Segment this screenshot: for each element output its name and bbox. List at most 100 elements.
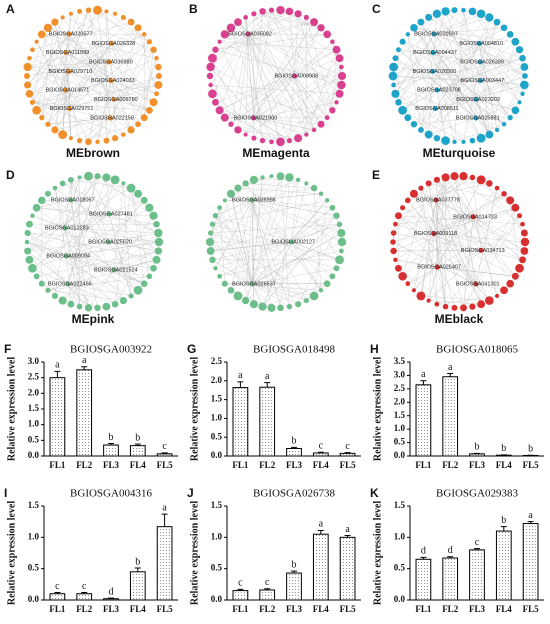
y-tick-label: 0.0 (28, 594, 40, 604)
edge (398, 49, 481, 63)
node (389, 62, 399, 72)
edge (251, 283, 272, 308)
node (286, 303, 293, 310)
edge (407, 250, 481, 284)
node (152, 255, 161, 264)
node (28, 263, 37, 273)
chart-title: BGIOSGA018498 (253, 344, 335, 356)
node-label: BGIOSGA020500 (413, 69, 457, 75)
edge (41, 11, 80, 118)
y-axis-label: Relative expression level (372, 357, 383, 461)
edge (65, 52, 157, 94)
edge (436, 176, 464, 201)
edge (113, 84, 159, 100)
node (268, 7, 275, 13)
node-label: BGIOSGA021900 (234, 115, 278, 121)
edge (454, 176, 523, 225)
edge (245, 75, 343, 135)
edge (392, 216, 474, 243)
edge (65, 227, 159, 234)
edge (398, 215, 438, 268)
node-label: BGIOSGA026407 (417, 265, 461, 271)
node (425, 180, 432, 187)
node (338, 248, 344, 254)
node (390, 247, 397, 255)
node (25, 220, 33, 228)
edge (237, 33, 249, 130)
edge (66, 255, 145, 284)
edge (210, 199, 253, 234)
y-tick-label: 0.0 (211, 594, 223, 604)
node-label: BGIOSGA034713 (461, 248, 505, 254)
node (126, 183, 136, 193)
edge (413, 199, 437, 291)
edge (252, 199, 333, 208)
edge (289, 75, 295, 141)
node-label: BGIOSGA035082 (228, 31, 272, 37)
panel-label: F (4, 342, 11, 356)
node (460, 304, 467, 312)
edge (454, 176, 477, 285)
bar (469, 453, 485, 457)
edge (436, 179, 523, 260)
edge (463, 215, 520, 308)
node-label: BGIOSGA004437 (413, 50, 457, 56)
edge (393, 176, 455, 252)
edge (398, 268, 455, 308)
y-tick-label: 1.5 (28, 500, 40, 510)
node (154, 91, 159, 97)
edge (413, 187, 498, 291)
node (241, 296, 250, 305)
edge (480, 179, 525, 234)
node (459, 171, 468, 181)
node (95, 139, 100, 145)
edge (111, 43, 139, 125)
error-bar (447, 556, 454, 559)
edge (29, 33, 70, 94)
edge (306, 283, 328, 301)
edge (64, 176, 98, 229)
edge (395, 58, 464, 142)
edge (219, 41, 337, 50)
node (154, 237, 164, 247)
node (511, 37, 520, 46)
edge (219, 33, 249, 42)
node (399, 38, 406, 45)
edge (336, 215, 343, 243)
node (433, 134, 441, 142)
x-tick-label: FL2 (442, 460, 459, 470)
node (133, 285, 143, 295)
edge (445, 177, 474, 217)
hub-node (108, 78, 114, 84)
node (441, 7, 450, 16)
edge (70, 179, 132, 189)
node (24, 247, 32, 255)
edge (294, 75, 328, 118)
edge (47, 290, 124, 301)
node (277, 304, 284, 312)
node (520, 247, 529, 255)
edge (210, 232, 255, 305)
node (511, 272, 519, 280)
edge (27, 66, 66, 91)
node (441, 173, 450, 182)
y-tick-label: 1.0 (211, 531, 223, 541)
edge (252, 232, 342, 285)
edge (41, 34, 110, 63)
edge (212, 259, 253, 285)
chart-title: BGIOSGA029383 (436, 488, 518, 500)
edge (41, 34, 69, 72)
edge (402, 41, 482, 139)
node (234, 126, 242, 134)
node (395, 47, 401, 53)
node (323, 280, 331, 287)
node (145, 106, 153, 114)
bar (286, 447, 302, 457)
error-bar (291, 570, 297, 574)
edge (68, 71, 150, 111)
edge (445, 215, 520, 307)
edge (54, 188, 67, 257)
edge (219, 41, 295, 77)
network: BGIOSGA018067 BGIOSGA027481 BGIOSGA012283 B… (6, 168, 164, 326)
node (146, 39, 153, 45)
